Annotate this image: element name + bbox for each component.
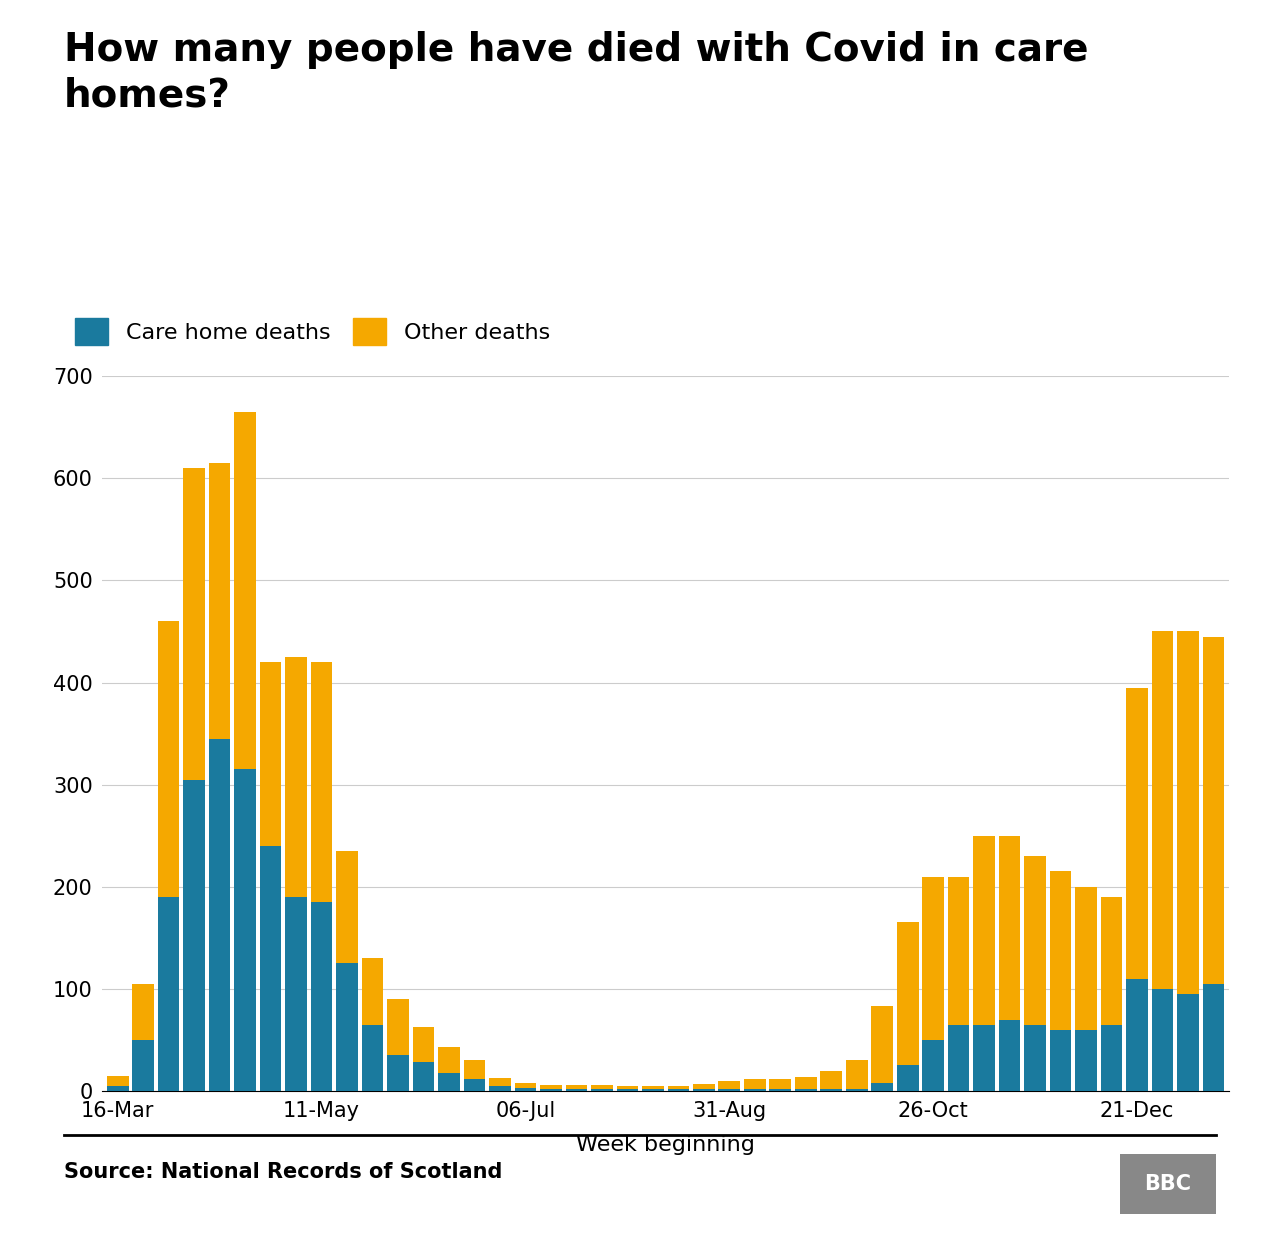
Bar	[183, 780, 205, 1091]
Bar	[617, 1088, 639, 1091]
Text: BBC: BBC	[1144, 1174, 1192, 1194]
Bar	[157, 897, 179, 1091]
Bar	[1075, 1030, 1097, 1091]
Bar	[463, 1078, 485, 1091]
Bar	[540, 1085, 562, 1088]
Bar	[1024, 1025, 1046, 1091]
Bar	[438, 1047, 460, 1072]
Bar	[234, 770, 256, 1091]
Bar	[692, 1083, 714, 1088]
Bar	[820, 1088, 842, 1091]
Bar	[872, 1082, 893, 1091]
Bar	[667, 1088, 689, 1091]
Bar	[947, 877, 969, 1025]
Bar	[566, 1088, 588, 1091]
Bar	[1178, 994, 1199, 1091]
X-axis label: Week beginning: Week beginning	[576, 1135, 755, 1155]
Bar	[209, 463, 230, 739]
Bar	[387, 999, 408, 1056]
Text: Source: National Records of Scotland: Source: National Records of Scotland	[64, 1162, 502, 1183]
Bar	[846, 1088, 868, 1091]
Bar	[515, 1082, 536, 1088]
Bar	[1075, 887, 1097, 1030]
Bar	[947, 1025, 969, 1091]
Bar	[489, 1086, 511, 1091]
Bar	[412, 1027, 434, 1062]
Bar	[769, 1078, 791, 1088]
Bar	[923, 877, 945, 1040]
Bar	[1178, 632, 1199, 994]
Bar	[769, 1088, 791, 1091]
Bar	[643, 1086, 664, 1088]
Bar	[157, 621, 179, 897]
Bar	[795, 1088, 817, 1091]
Bar	[209, 739, 230, 1091]
Bar	[1101, 897, 1123, 1025]
Bar	[591, 1088, 613, 1091]
Bar	[998, 1020, 1020, 1091]
Bar	[1101, 1025, 1123, 1091]
Bar	[1203, 983, 1225, 1091]
Bar	[692, 1088, 714, 1091]
Bar	[718, 1081, 740, 1088]
Bar	[667, 1086, 689, 1088]
Bar	[591, 1085, 613, 1088]
Bar	[923, 1040, 945, 1091]
Bar	[285, 657, 307, 897]
Text: How many people have died with Covid in care
homes?: How many people have died with Covid in …	[64, 31, 1088, 115]
Bar	[337, 963, 358, 1091]
Bar	[234, 411, 256, 770]
Bar	[106, 1086, 128, 1091]
Bar	[897, 923, 919, 1066]
Bar	[1024, 856, 1046, 1025]
Bar	[744, 1078, 765, 1088]
Bar	[540, 1088, 562, 1091]
Bar	[463, 1061, 485, 1078]
Bar	[1152, 632, 1174, 989]
Bar	[820, 1071, 842, 1088]
Bar	[973, 1025, 995, 1091]
Bar	[285, 897, 307, 1091]
Bar	[744, 1088, 765, 1091]
Bar	[718, 1088, 740, 1091]
Bar	[438, 1072, 460, 1091]
Bar	[1126, 978, 1148, 1091]
Bar	[1050, 872, 1071, 1030]
Bar	[132, 983, 154, 1040]
Bar	[872, 1006, 893, 1082]
Bar	[1050, 1030, 1071, 1091]
Bar	[515, 1088, 536, 1091]
Legend: Care home deaths, Other deaths: Care home deaths, Other deaths	[76, 319, 550, 345]
Bar	[362, 1025, 384, 1091]
Bar	[1203, 637, 1225, 983]
Bar	[1126, 687, 1148, 978]
Bar	[260, 846, 282, 1091]
Bar	[489, 1077, 511, 1086]
Bar	[260, 662, 282, 846]
Bar	[795, 1077, 817, 1088]
Bar	[132, 1040, 154, 1091]
Bar	[311, 902, 333, 1091]
Bar	[106, 1076, 128, 1086]
Bar	[311, 662, 333, 902]
Bar	[387, 1056, 408, 1091]
Bar	[183, 468, 205, 780]
Bar	[998, 835, 1020, 1020]
Bar	[566, 1085, 588, 1088]
Bar	[362, 958, 384, 1025]
Bar	[846, 1061, 868, 1088]
Bar	[973, 835, 995, 1025]
Bar	[617, 1086, 639, 1088]
Bar	[897, 1066, 919, 1091]
Bar	[1152, 989, 1174, 1091]
Bar	[412, 1062, 434, 1091]
Bar	[337, 851, 358, 963]
Bar	[643, 1088, 664, 1091]
